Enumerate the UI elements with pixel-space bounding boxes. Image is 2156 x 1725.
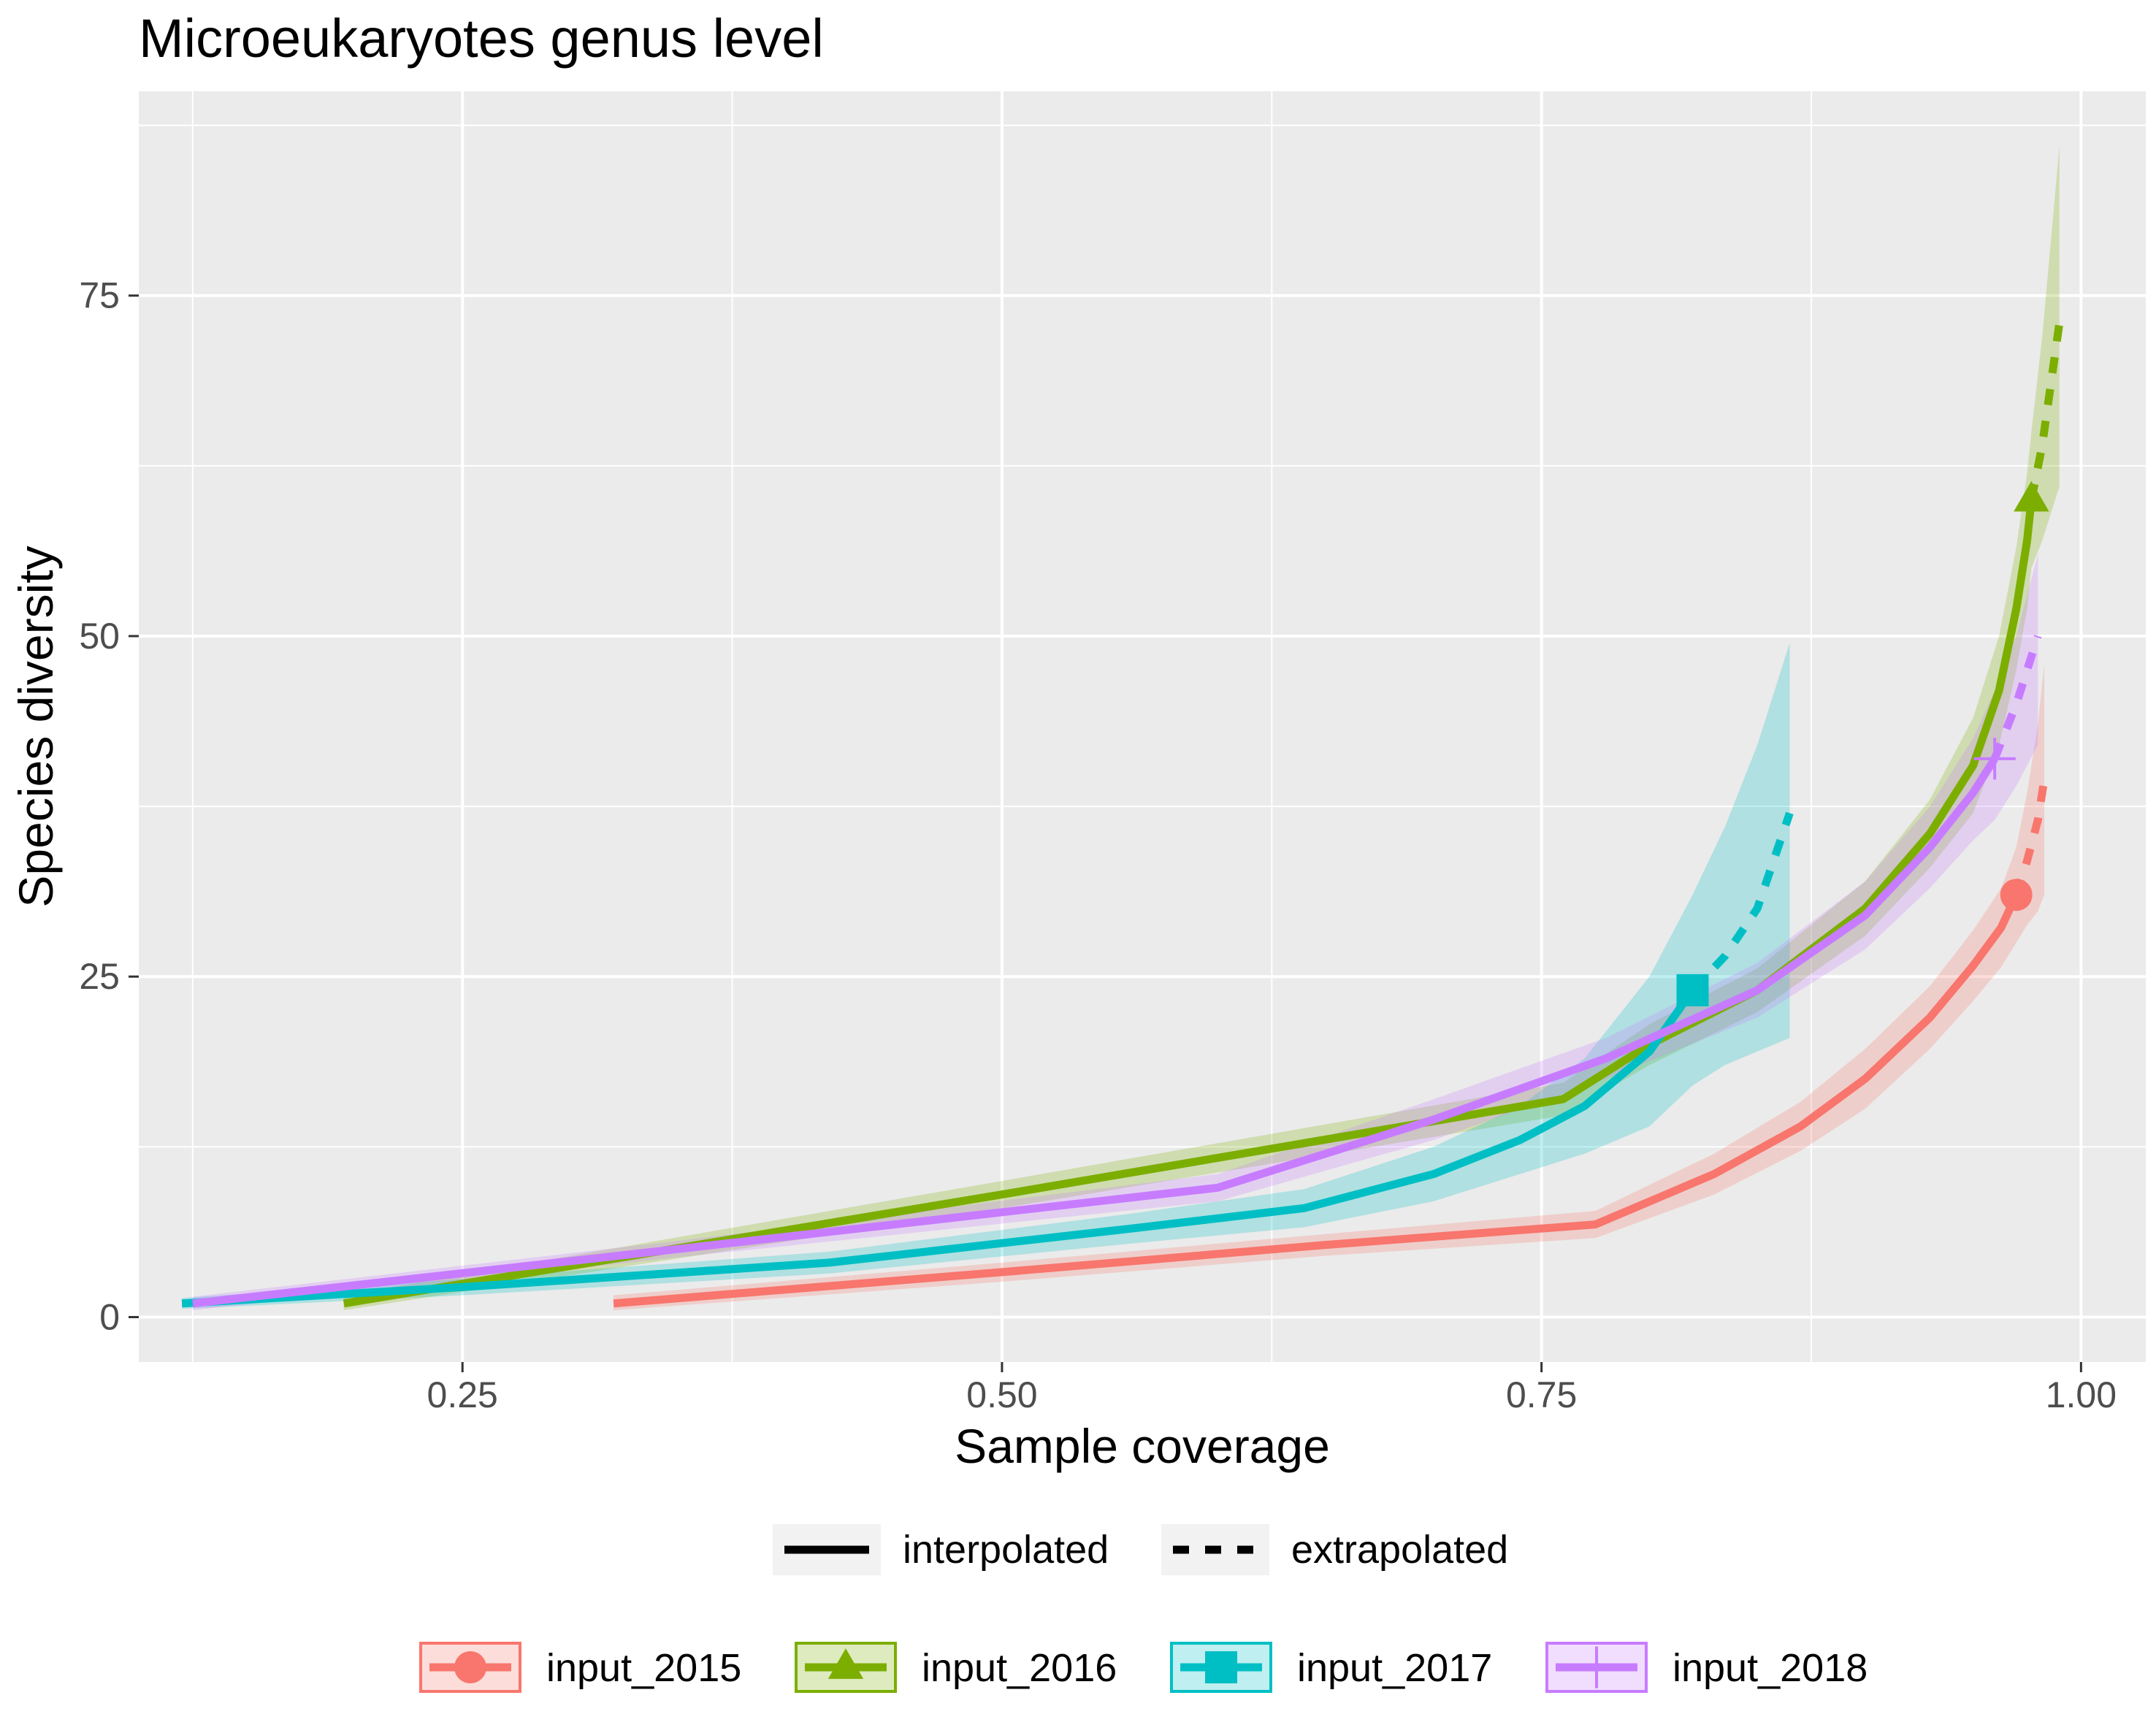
line-extrapolated-input_2017 xyxy=(1689,811,1794,993)
y-tick-label: 0 xyxy=(99,1296,120,1337)
legend-marker-input_2018 xyxy=(1575,1646,1618,1688)
x-axis-title: Sample coverage xyxy=(955,1419,1330,1473)
x-tick-label: 0.75 xyxy=(1506,1374,1577,1415)
chart-title: Microeukaryotes genus level xyxy=(139,8,824,69)
line-interpolated-input_2017 xyxy=(181,987,1696,1308)
y-tick-label: 25 xyxy=(79,956,120,997)
x-tick-label: 1.00 xyxy=(2046,1374,2117,1415)
grid-minor xyxy=(139,91,2146,1362)
legend-label-input_2015: input_2015 xyxy=(546,1646,741,1690)
legend-label-input_2017: input_2017 xyxy=(1297,1646,1492,1690)
line-interpolated-input_2016 xyxy=(343,499,2035,1308)
y-tick-label: 75 xyxy=(79,275,120,316)
legend-label-input_2018: input_2018 xyxy=(1673,1646,1868,1690)
observed-point-input_2016 xyxy=(2014,481,2049,512)
x-axis: 0.25 0.50 0.75 1.00 xyxy=(427,1362,2117,1415)
method-legend: interpolated extrapolated xyxy=(773,1524,1508,1575)
observed-point-input_2018 xyxy=(1973,738,2016,780)
observed-point-input_2017 xyxy=(1676,974,1709,1006)
legend-marker-input_2016 xyxy=(827,1648,864,1679)
series-legend: input_2015 input_2016 input_2017 input_2018 xyxy=(419,1642,1868,1693)
line-extrapolated-input_2015 xyxy=(2012,778,2049,896)
x-tick-label: 0.25 xyxy=(427,1374,498,1415)
observed-markers xyxy=(1676,481,2049,1006)
y-axis: 0 25 50 75 xyxy=(79,275,139,1337)
method-legend-label: interpolated xyxy=(903,1528,1109,1572)
method-legend-label: extrapolated xyxy=(1291,1528,1508,1572)
legend-marker-input_2015 xyxy=(454,1651,486,1683)
x-tick-label: 0.50 xyxy=(966,1374,1037,1415)
observed-point-input_2015 xyxy=(2000,879,2033,911)
legend-label-input_2016: input_2016 xyxy=(922,1646,1117,1690)
y-tick-label: 50 xyxy=(79,616,120,657)
line-interpolated-input_2015 xyxy=(613,892,2020,1308)
line-interpolated-input_2018 xyxy=(192,756,1998,1308)
line-extrapolated-input_2018 xyxy=(1991,635,2042,760)
grid-major xyxy=(139,91,2146,1362)
y-axis-title: Species diversity xyxy=(9,546,63,907)
legend-marker-input_2017 xyxy=(1205,1651,1237,1683)
series-lines xyxy=(181,322,2064,1308)
